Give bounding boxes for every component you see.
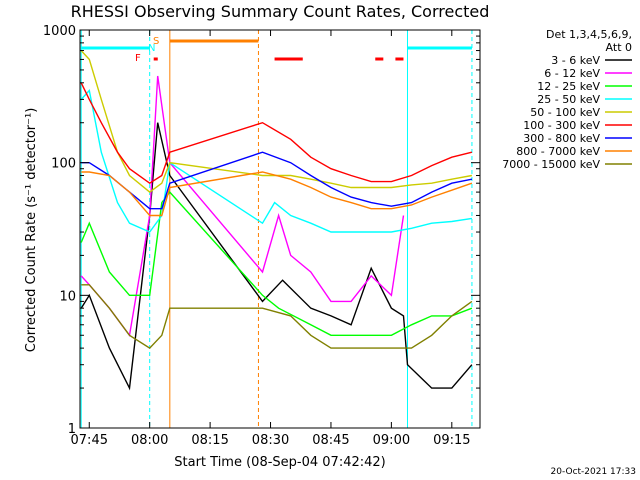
legend-label-7: 300 - 800 keV [523,132,600,145]
legend-header-line-1: Det 1,3,4,5,6,9, [546,28,632,41]
plot-frame [79,29,481,429]
y-tick-label-2: 10 [59,289,76,304]
legend-label-6: 100 - 300 keV [523,119,600,132]
legend-label-8: 800 - 7000 keV [516,145,600,158]
series-line-1 [80,122,473,391]
x-tick-label-7: 09:15 [433,433,470,448]
x-tick-label-4: 08:30 [252,433,289,448]
x-tick-label-6: 09:00 [373,433,410,448]
legend-header-line-2: Att 0 [606,41,632,54]
y-axis: 1 10 100 1000 [43,24,480,437]
x-tick-label-5: 08:45 [312,433,349,448]
x-tick-label-1: 07:45 [71,433,108,448]
y-tick-label-3: 100 [51,157,76,172]
flare-flag-label: F [135,53,141,64]
night-flag-label: N [148,43,155,54]
x-tick-label-2: 08:00 [131,433,168,448]
series-line-6 [80,82,473,185]
series-line-7 [81,151,473,210]
x-axis: 07:45 08:00 08:15 08:30 08:45 09:00 09:15 [71,30,471,448]
y-axis-label: Corrected Count Rate (s⁻¹ detector⁻¹) [24,108,39,353]
series-line-8 [81,171,473,217]
series-line-4 [80,88,473,233]
x-tick-label-3: 08:15 [191,433,228,448]
x-axis-label: Start Time (08-Sep-04 07:42:42) [174,455,385,470]
series-line-2 [80,75,405,338]
vline-layer [80,30,473,428]
legend-label-1: 3 - 6 keV [551,54,600,67]
series-layer [80,50,473,391]
legend-label-4: 25 - 50 keV [537,93,600,106]
series-line-3 [80,191,473,336]
legend-label-5: 50 - 100 keV [530,106,600,119]
legend-label-9: 7000 - 15000 keV [502,158,600,171]
series-line-9 [81,284,473,349]
y-tick-label-1: 1 [68,422,76,437]
y-tick-label-4: 1000 [43,24,76,39]
series-line-5 [80,50,473,193]
legend-label-2: 6 - 12 keV [544,67,600,80]
legend-label-3: 12 - 25 keV [537,80,600,93]
footer-date: 20-Oct-2021 17:33 [551,467,636,477]
chart-title: RHESSI Observing Summary Count Rates, Co… [71,2,490,21]
flag-layer: NS F [81,36,472,64]
saa-flag-label: S [153,36,159,47]
